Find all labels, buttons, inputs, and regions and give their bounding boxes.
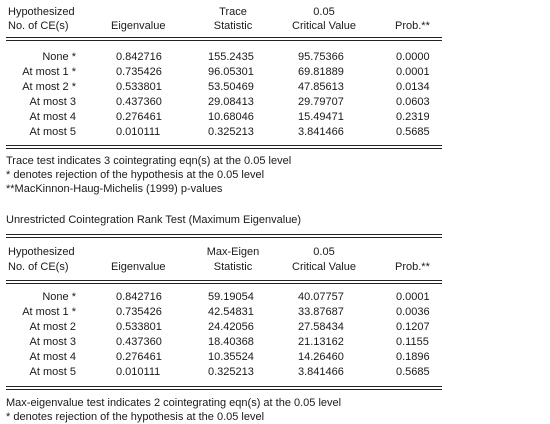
eigenvalue-cell: 0.842716 [116,51,162,63]
hypothesis-cell: At most 2 [29,321,76,333]
rule-line [6,386,442,387]
eigenvalue-cell: 0.735426 [116,306,162,318]
header-trace: Trace [219,6,247,18]
trace-note-3: **MacKinnon-Haug-Michelis (1999) p-value… [6,183,223,195]
hypothesis-cell: At most 5 [29,126,76,138]
eigenvalue-cell: 0.842716 [116,291,162,303]
rule-line [6,37,442,38]
critical-value-cell: 33.87687 [298,306,344,318]
hypothesis-cell: At most 2 * [22,81,76,93]
header-critical-value: Critical Value [292,20,356,32]
prob-cell: 0.1207 [396,321,430,333]
eigenvalue-cell: 0.010111 [116,126,161,138]
header-no-of-ces: No. of CE(s) [8,261,69,273]
eigenvalue-cell: 0.533801 [116,321,162,333]
header-no-of-ces: No. of CE(s) [8,20,69,32]
hypothesis-cell: At most 4 [29,111,76,123]
statistic-cell: 10.35524 [208,351,254,363]
hypothesis-cell: None * [42,291,76,303]
critical-value-cell: 27.58434 [298,321,344,333]
hypothesis-cell: At most 3 [29,336,76,348]
trace-note-2: * denotes rejection of the hypothesis at… [6,169,265,181]
trace-note-1: Trace test indicates 3 cointegrating eqn… [6,155,292,167]
critical-value-cell: 29.79707 [298,96,344,108]
prob-cell: 0.0134 [396,81,430,93]
eigenvalue-cell: 0.533801 [116,81,162,93]
max-eigen-note-2: * denotes rejection of the hypothesis at… [6,411,265,423]
header-statistic: Statistic [213,261,253,273]
rule-line [6,237,442,238]
statistic-cell: 155.2435 [208,51,254,63]
header-eigenvalue: Eigenvalue [111,20,166,32]
prob-cell: 0.1896 [396,351,430,363]
prob-cell: 0.0036 [396,306,430,318]
statistic-cell: 53.50469 [208,81,254,93]
rule-line [6,283,442,284]
eigenvalue-cell: 0.276461 [116,351,162,363]
critical-value-cell: 47.85613 [298,81,344,93]
critical-value-cell: 3.841466 [298,126,344,138]
header-hypothesized: Hypothesized [8,6,75,18]
header-eigenvalue: Eigenvalue [111,261,166,273]
statistic-cell: 96.05301 [208,66,254,78]
hypothesis-cell: At most 5 [29,366,76,378]
header-max-eigen: Max-Eigen [206,246,260,258]
statistic-cell: 10.68046 [208,111,254,123]
statistic-cell: 18.40368 [208,336,254,348]
header-alpha: 0.05 [313,6,335,18]
critical-value-cell: 95.75366 [298,51,344,63]
prob-cell: 0.0001 [396,66,430,78]
eigenvalue-cell: 0.735426 [116,66,162,78]
header-statistic: Statistic [213,20,253,32]
prob-cell: 0.0603 [396,96,430,108]
rule-line [6,40,442,41]
rule-line [6,148,442,149]
statistic-cell: 29.08413 [208,96,254,108]
max-eigen-section-title: Unrestricted Cointegration Rank Test (Ma… [6,214,302,226]
header-alpha: 0.05 [313,246,335,258]
critical-value-cell: 40.07757 [298,291,344,303]
prob-cell: 0.5685 [396,366,430,378]
hypothesis-cell: None * [42,51,76,63]
hypothesis-cell: At most 1 * [22,66,76,78]
eigenvalue-cell: 0.437360 [116,96,162,108]
statistic-cell: 0.325213 [208,366,254,378]
header-hypothesized: Hypothesized [8,246,75,258]
prob-cell: 0.1155 [396,336,429,348]
eigenvalue-cell: 0.276461 [116,111,162,123]
statistic-cell: 59.19054 [208,291,254,303]
critical-value-cell: 14.26460 [298,351,344,363]
header-prob: Prob.** [395,261,430,273]
header-critical-value: Critical Value [292,261,356,273]
rule-line [6,145,442,146]
rule-line [6,389,442,390]
critical-value-cell: 69.81889 [298,66,344,78]
statistic-cell: 42.54831 [208,306,254,318]
eigenvalue-cell: 0.437360 [116,336,162,348]
critical-value-cell: 15.49471 [298,111,344,123]
hypothesis-cell: At most 1 * [22,306,76,318]
prob-cell: 0.2319 [396,111,430,123]
prob-cell: 0.5685 [396,126,430,138]
statistic-cell: 0.325213 [208,126,254,138]
max-eigen-note-1: Max-eigenvalue test indicates 2 cointegr… [6,397,342,409]
rule-line [6,234,442,235]
critical-value-cell: 3.841466 [298,366,344,378]
header-prob: Prob.** [395,20,430,32]
hypothesis-cell: At most 3 [29,96,76,108]
hypothesis-cell: At most 4 [29,351,76,363]
statistic-cell: 24.42056 [208,321,254,333]
prob-cell: 0.0000 [396,51,430,63]
prob-cell: 0.0001 [396,291,430,303]
rule-line [6,280,442,281]
critical-value-cell: 21.13162 [298,336,344,348]
eigenvalue-cell: 0.010111 [116,366,161,378]
